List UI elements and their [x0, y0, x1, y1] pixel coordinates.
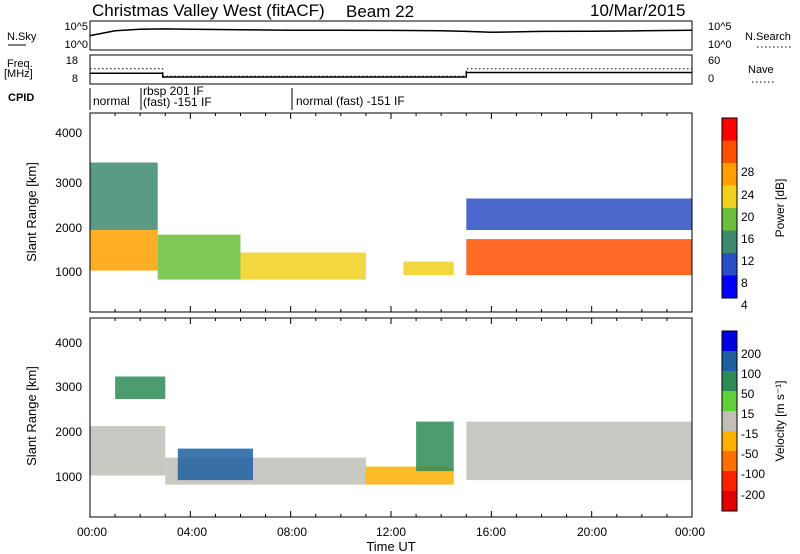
power-panel: Slant Range [km] 4000 3000 2000 1000	[24, 112, 693, 313]
nave-line	[90, 68, 692, 77]
velocity-panel: Slant Range [km] 4000 3000 2000 1000	[24, 317, 693, 518]
velocity-ytick-1000: 1000	[55, 470, 82, 484]
nsearch-tick-low: 10^0	[708, 39, 732, 51]
power-ytick-4000: 4000	[55, 126, 82, 140]
cpid-label: CPID	[8, 92, 34, 104]
xtick-2000: 20:00	[577, 525, 607, 539]
nsky-tick-high: 10^5	[64, 21, 88, 33]
xtick-1600: 16:00	[476, 525, 506, 539]
nave-tick-high: 60	[708, 55, 720, 67]
velocity-ytick-2000: 2000	[55, 425, 82, 439]
colorbar-swatch	[722, 471, 737, 492]
colorbar-swatch	[722, 163, 737, 186]
data-region	[416, 421, 454, 472]
data-region	[466, 198, 693, 230]
cpid-strip: CPID normal rbsp 201 IF (fast) -151 IF n…	[8, 84, 405, 110]
data-region	[240, 252, 366, 280]
cpid-segment-2-line1: rbsp 201 IF	[143, 84, 204, 98]
nsky-label: N.Sky	[7, 31, 37, 43]
power-cbar-label: Power [dB]	[773, 179, 787, 238]
power-cbar-tick-16: 16	[741, 232, 755, 246]
power-colorbar: 28 24 20 16 12 8 4 Power [dB]	[721, 117, 787, 312]
data-region	[115, 376, 166, 399]
nave-label: Nave	[748, 64, 774, 76]
colorbar-swatch	[722, 331, 737, 352]
cpid-segment-3: normal (fast) -151 IF	[296, 94, 405, 108]
xtick-1200: 12:00	[376, 525, 406, 539]
power-cbar-tick-4: 4	[741, 298, 748, 312]
velocity-cbar-label: Velocity [m s⁻¹]	[773, 380, 787, 461]
xtick-0400: 04:00	[177, 525, 207, 539]
freq-line	[90, 71, 692, 78]
xtick-0000: 00:00	[77, 525, 107, 539]
colorbar-swatch	[722, 411, 737, 432]
colorbar-swatch	[722, 431, 737, 452]
velocity-cbar-tick-200: 200	[741, 347, 761, 361]
xaxis-label: Time UT	[366, 539, 415, 554]
xtick-2400: 00:00	[675, 525, 705, 539]
velocity-ylabel: Slant Range [km]	[24, 366, 39, 466]
colorbar-swatch	[722, 253, 737, 276]
date-title: 10/Mar/2015	[590, 1, 685, 20]
velocity-cbar-tick-m200: -200	[741, 488, 765, 502]
velocity-cbar-tick-m50: -50	[741, 447, 759, 461]
colorbar-swatch	[722, 275, 737, 299]
power-cbar-tick-24: 24	[741, 188, 755, 202]
colorbar-swatch	[722, 118, 737, 141]
power-ytick-3000: 3000	[55, 176, 82, 190]
x-axis: 00:00 04:00 08:00 12:00 16:00 20:00 00:0…	[77, 525, 705, 554]
freq-tick-low: 8	[72, 73, 78, 85]
nsearch-tick-high: 10^5	[708, 21, 732, 33]
power-ytick-1000: 1000	[55, 265, 82, 279]
data-region	[157, 234, 241, 280]
power-ytick-2000: 2000	[55, 221, 82, 235]
colorbar-swatch	[722, 371, 737, 392]
velocity-cbar-tick-100: 100	[741, 367, 761, 381]
velocity-cbar-tick-m100: -100	[741, 467, 765, 481]
power-cbar-tick-28: 28	[741, 165, 755, 179]
nsky-line	[89, 28, 693, 37]
power-cbar-tick-20: 20	[741, 210, 755, 224]
colorbar-swatch	[722, 451, 737, 472]
beam-title: Beam 22	[346, 2, 414, 21]
power-cbar-tick-12: 12	[741, 254, 755, 268]
colorbar-swatch	[722, 208, 737, 231]
power-ylabel: Slant Range [km]	[24, 162, 39, 262]
nave-tick-low: 0	[708, 73, 714, 85]
colorbar-swatch	[722, 185, 737, 209]
colorbar-swatch	[722, 230, 737, 254]
colorbar-swatch	[722, 491, 737, 512]
velocity-cbar-tick-m15: -15	[741, 427, 759, 441]
colorbar-swatch	[722, 140, 737, 164]
velocity-data	[90, 376, 693, 485]
colorbar-swatch	[722, 351, 737, 372]
data-region	[466, 421, 693, 481]
power-data	[90, 162, 693, 280]
data-region	[466, 239, 693, 276]
nsky-tick-low: 10^0	[64, 39, 88, 51]
data-region	[90, 162, 158, 230]
freq-unit-label: [MHz]	[4, 68, 33, 80]
velocity-colorbar: 200 100 50 15 -15 -50 -100 -200 Velocity…	[721, 330, 787, 512]
xtick-0800: 08:00	[277, 525, 307, 539]
velocity-cbar-tick-50: 50	[741, 387, 755, 401]
velocity-ytick-3000: 3000	[55, 380, 82, 394]
data-region	[403, 261, 454, 276]
data-region	[90, 230, 158, 271]
nsearch-label: N.Search	[745, 31, 791, 43]
velocity-cbar-tick-15: 15	[741, 407, 755, 421]
cpid-segment-2-line2: (fast) -151 IF	[143, 95, 212, 109]
data-region	[90, 426, 166, 476]
cpid-segment-1: normal	[93, 94, 130, 108]
freq-strip: Freq. [MHz] 18 8 60 0 Nave	[4, 54, 775, 85]
nsky-strip: N.Sky 10^5 10^0 10^5 10^0 N.Search	[7, 20, 792, 51]
freq-label: Freq.	[7, 58, 33, 70]
data-region	[177, 448, 253, 481]
colorbar-swatch	[722, 391, 737, 412]
velocity-ytick-4000: 4000	[55, 336, 82, 350]
station-title: Christmas Valley West (fitACF)	[92, 1, 325, 20]
power-cbar-tick-8: 8	[741, 276, 748, 290]
freq-tick-high: 18	[66, 55, 78, 67]
